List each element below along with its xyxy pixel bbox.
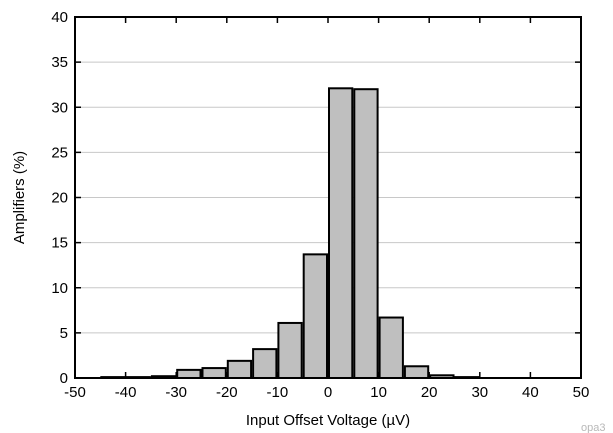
y-tick-label-10: 10 (51, 280, 68, 297)
tick-marks (74, 16, 582, 379)
x-tick-label-20: 20 (421, 384, 438, 401)
x-axis-title: Input Offset Voltage (µV) (246, 412, 410, 429)
bar-10-to-15 (378, 316, 404, 379)
y-tick-label-15: 15 (51, 235, 68, 252)
bar-0-to-5 (328, 87, 354, 380)
watermark-text: opa3 (581, 422, 605, 433)
y-tick-label-20: 20 (51, 190, 68, 207)
bar-15-to-20 (403, 365, 430, 379)
y-tick-label-5: 5 (60, 325, 68, 342)
x-tick-label--40: -40 (115, 384, 137, 401)
x-tick-label-30: 30 (471, 384, 488, 401)
x-tick-label-0: 0 (324, 384, 332, 401)
y-tick-label-25: 25 (51, 144, 68, 161)
y-tick-labels: 0 5 10 15 20 25 30 35 40 (51, 9, 68, 387)
y-tick-label-0: 0 (60, 370, 68, 387)
bar--25-to--20 (201, 367, 227, 380)
y-tick-label-35: 35 (51, 54, 68, 71)
bar--15-to--10 (252, 348, 278, 379)
bar--30-to--25 (176, 368, 202, 380)
x-tick-label-10: 10 (370, 384, 387, 401)
x-tick-labels: -50 -40 -30 -20 -10 0 10 20 30 40 50 (64, 384, 589, 401)
x-tick-label--10: -10 (267, 384, 289, 401)
x-tick-label-50: 50 (573, 384, 590, 401)
x-tick-label--30: -30 (165, 384, 187, 401)
bars (100, 87, 480, 380)
y-tick-label-30: 30 (51, 99, 68, 116)
bar--5-to-0 (302, 253, 329, 379)
bar--10-to--5 (277, 321, 303, 380)
bar--20-to--15 (226, 359, 253, 380)
bar-5-to-10 (353, 88, 379, 379)
y-tick-label-40: 40 (51, 9, 68, 26)
x-tick-label-40: 40 (522, 384, 539, 401)
y-axis-title: Amplifiers (%) (11, 151, 28, 244)
x-tick-label--50: -50 (64, 384, 86, 401)
x-tick-label--20: -20 (216, 384, 238, 401)
